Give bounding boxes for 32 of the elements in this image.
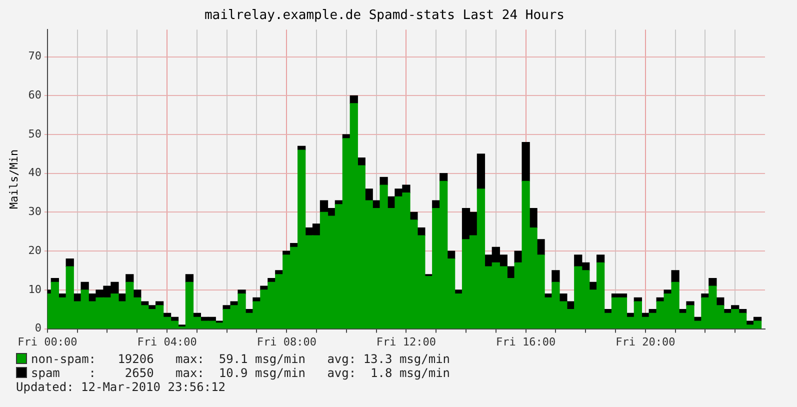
x-tick-label: Fri 00:00 (18, 335, 78, 348)
bar (552, 270, 560, 282)
bar (522, 142, 530, 182)
y-tick-label: 20 (28, 244, 42, 257)
x-tick-label: Fri 12:00 (376, 335, 436, 348)
y-tick-label: 10 (28, 282, 42, 296)
bar (238, 290, 246, 294)
y-tick-label: 70 (28, 50, 42, 63)
y-tick-label: 50 (28, 127, 42, 140)
text: : 2650 max: 10.9 msg/min avg: 1.8 msg/min (88, 366, 450, 380)
bar (185, 274, 194, 282)
bar (476, 154, 486, 190)
x-tick-label: Fri 16:00 (496, 335, 556, 348)
y-tick-label: 40 (28, 166, 42, 180)
y-tick-label: 60 (28, 88, 42, 102)
text: : 19206 max: 59.1 msg/min avg: 13.3 msg/min (88, 352, 450, 366)
x-tick-label: Fri 08:00 (256, 335, 316, 348)
bar (66, 258, 74, 267)
bar (671, 270, 680, 282)
bar (596, 254, 605, 264)
chart-title: mailrelay.example.de Spamd-stats Last 24 Hours (204, 8, 565, 24)
bar (440, 173, 448, 182)
bar (126, 274, 134, 282)
legend-label: non-spam (31, 352, 89, 366)
x-tick-label: Fri 04:00 (137, 335, 197, 348)
text: Updated: 12-Mar-2010 23:56:12 (16, 380, 227, 394)
bar (380, 176, 388, 186)
legend-label: spam (31, 366, 60, 380)
x-tick-label: Fri 20:00 (616, 335, 676, 348)
y-tick-label: 0 (34, 322, 42, 335)
y-tick-label: 30 (28, 205, 42, 218)
y-axis-title: Mails/Min (7, 149, 20, 210)
